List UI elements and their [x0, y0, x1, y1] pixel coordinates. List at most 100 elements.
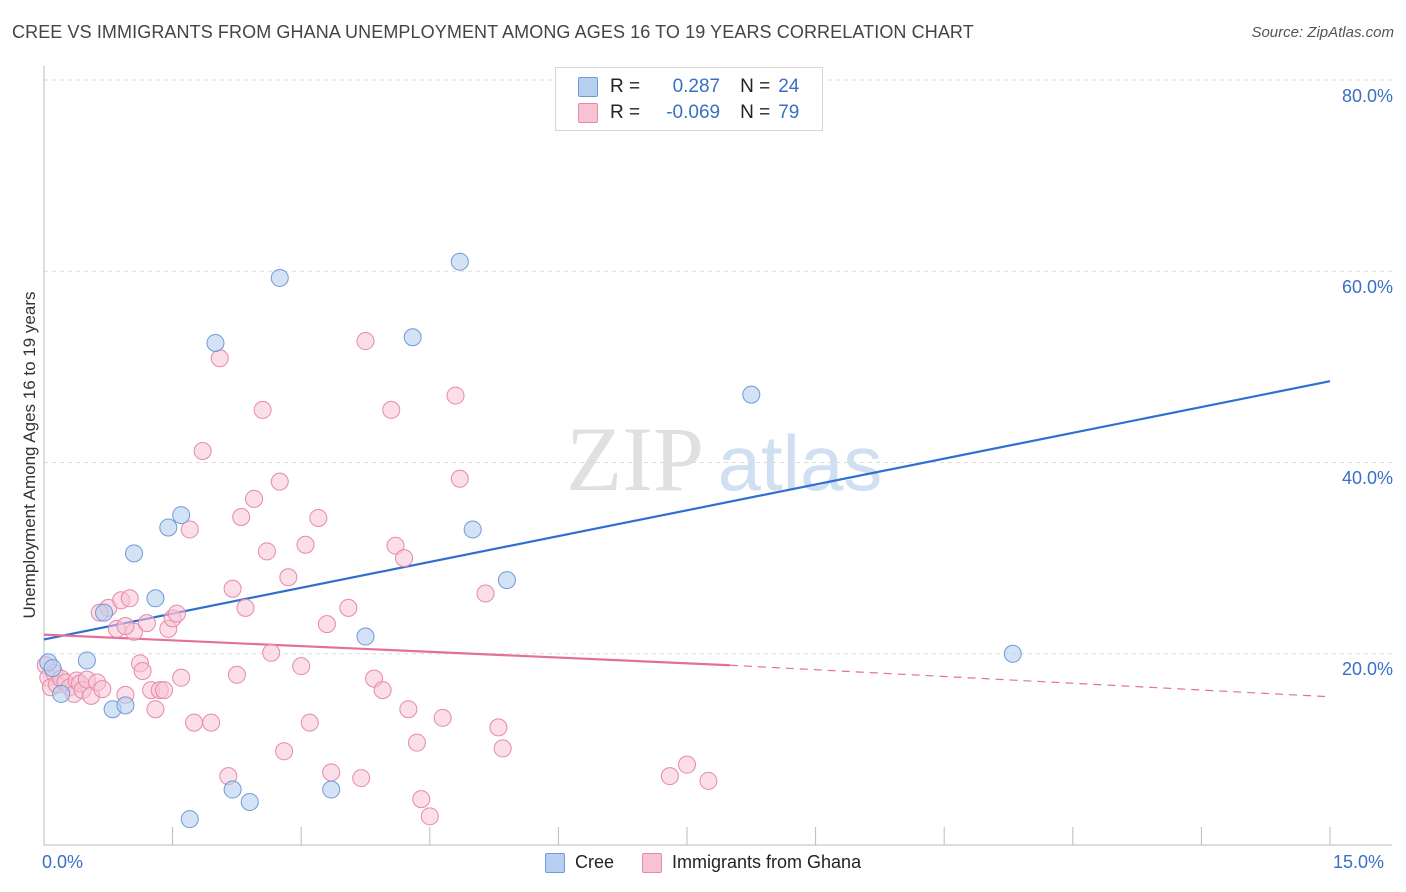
- cree-point: [497, 571, 516, 590]
- cree-r-label: R =: [610, 76, 641, 97]
- cree-points: [39, 252, 1022, 829]
- ghana-point: [236, 598, 255, 617]
- cree-point: [1003, 644, 1022, 663]
- legend-swatch-cree: [545, 852, 565, 873]
- ghana-point: [339, 598, 358, 617]
- cree-point: [116, 696, 135, 715]
- y-tick-20: 20.0%: [1341, 659, 1393, 679]
- ghana-point: [232, 508, 251, 527]
- cree-point: [403, 328, 422, 347]
- stats-row-cree: R = 0.287 N = 24: [578, 75, 799, 99]
- ghana-point: [493, 739, 512, 758]
- cree-point: [180, 810, 199, 829]
- cree-point: [146, 589, 165, 608]
- cree-swatch: [578, 77, 598, 97]
- ghana-point: [322, 763, 341, 782]
- y-tick-40: 40.0%: [1341, 468, 1393, 488]
- ghana-point: [446, 386, 465, 405]
- trend-lines: [43, 380, 1331, 698]
- ghana-point: [223, 579, 242, 598]
- ghana-trend-extension: [729, 664, 1331, 698]
- ghana-point: [180, 520, 199, 539]
- cree-point: [356, 627, 375, 646]
- ghana-point: [317, 615, 336, 634]
- ghana-point: [253, 400, 272, 419]
- cree-point: [322, 780, 341, 799]
- ghana-point: [420, 807, 439, 826]
- x-tick-max: 15.0%: [1333, 852, 1385, 872]
- cree-point: [270, 268, 289, 287]
- cree-n-label: N =: [740, 76, 771, 97]
- ghana-n-value: 79: [778, 102, 800, 123]
- ghana-point: [395, 549, 414, 568]
- legend-item-ghana[interactable]: Immigrants from Ghana: [642, 852, 861, 873]
- legend-label-cree: Cree: [575, 852, 615, 872]
- y-axis-label: Unemployment Among Ages 16 to 19 years: [20, 291, 39, 619]
- ghana-trend-line: [43, 633, 730, 667]
- ghana-point: [146, 700, 165, 719]
- stats-row-ghana: R = -0.069 N = 79: [578, 101, 799, 125]
- cree-point: [223, 780, 242, 799]
- cree-point: [742, 385, 761, 404]
- ghana-point: [116, 617, 135, 636]
- ghana-point: [120, 589, 139, 608]
- axes: [43, 66, 1392, 846]
- grid: [44, 79, 1392, 655]
- ghana-point: [309, 508, 328, 527]
- y-tick-80: 80.0%: [1341, 86, 1393, 106]
- ghana-point: [300, 713, 319, 732]
- ghana-point: [279, 568, 298, 587]
- y-tick-60: 60.0%: [1341, 277, 1393, 297]
- ghana-point: [257, 542, 276, 561]
- cree-point: [52, 684, 71, 703]
- ghana-swatch: [578, 103, 598, 123]
- ghana-point: [167, 604, 186, 623]
- cree-point: [43, 659, 62, 678]
- ghana-point: [373, 681, 392, 700]
- ghana-point: [133, 661, 152, 680]
- cree-r-value: 0.287: [672, 76, 721, 97]
- ghana-point: [185, 713, 204, 732]
- watermark-zip: ZIP: [566, 408, 704, 510]
- ghana-point: [155, 681, 174, 700]
- cree-trend-line: [43, 380, 1331, 641]
- watermark: ZIP atlas: [566, 408, 882, 510]
- source-label: Source: ZipAtlas.com: [1251, 24, 1394, 41]
- legend-item-cree[interactable]: Cree: [545, 852, 614, 873]
- ghana-point: [262, 643, 281, 662]
- legend: Cree Immigrants from Ghana: [545, 852, 889, 873]
- ghana-n-label: N =: [740, 102, 771, 123]
- ghana-point: [678, 755, 696, 774]
- stats-box: R = 0.287 N = 24 R = -0.069 N = 79: [555, 67, 823, 131]
- ghana-point: [93, 680, 112, 699]
- ghana-point: [356, 332, 375, 351]
- x-tick-min: 0.0%: [42, 852, 84, 872]
- ghana-point: [386, 536, 405, 555]
- ghana-point: [450, 469, 469, 488]
- ghana-point: [699, 771, 718, 790]
- chart-title: CREE VS IMMIGRANTS FROM GHANA UNEMPLOYME…: [12, 22, 974, 42]
- ghana-point: [275, 742, 294, 761]
- cree-n-value: 24: [778, 76, 800, 97]
- ghana-point: [270, 472, 289, 491]
- ghana-point: [412, 790, 431, 809]
- cree-point: [206, 333, 225, 352]
- ghana-point: [476, 584, 495, 603]
- cree-point: [240, 792, 259, 811]
- ghana-point: [660, 767, 679, 786]
- ghana-r-label: R =: [610, 102, 641, 123]
- ghana-point: [407, 733, 426, 752]
- cree-point: [95, 603, 114, 622]
- ghana-point: [489, 718, 508, 737]
- legend-swatch-ghana: [642, 852, 663, 873]
- ghana-point: [382, 400, 401, 419]
- ghana-point: [172, 668, 191, 687]
- ghana-point: [210, 349, 229, 368]
- legend-label-ghana: Immigrants from Ghana: [672, 852, 862, 872]
- cree-point: [450, 252, 469, 271]
- ghana-r-value: -0.069: [666, 102, 721, 123]
- ghana-point: [352, 769, 371, 788]
- ghana-point: [193, 442, 212, 461]
- ghana-points: [36, 332, 718, 826]
